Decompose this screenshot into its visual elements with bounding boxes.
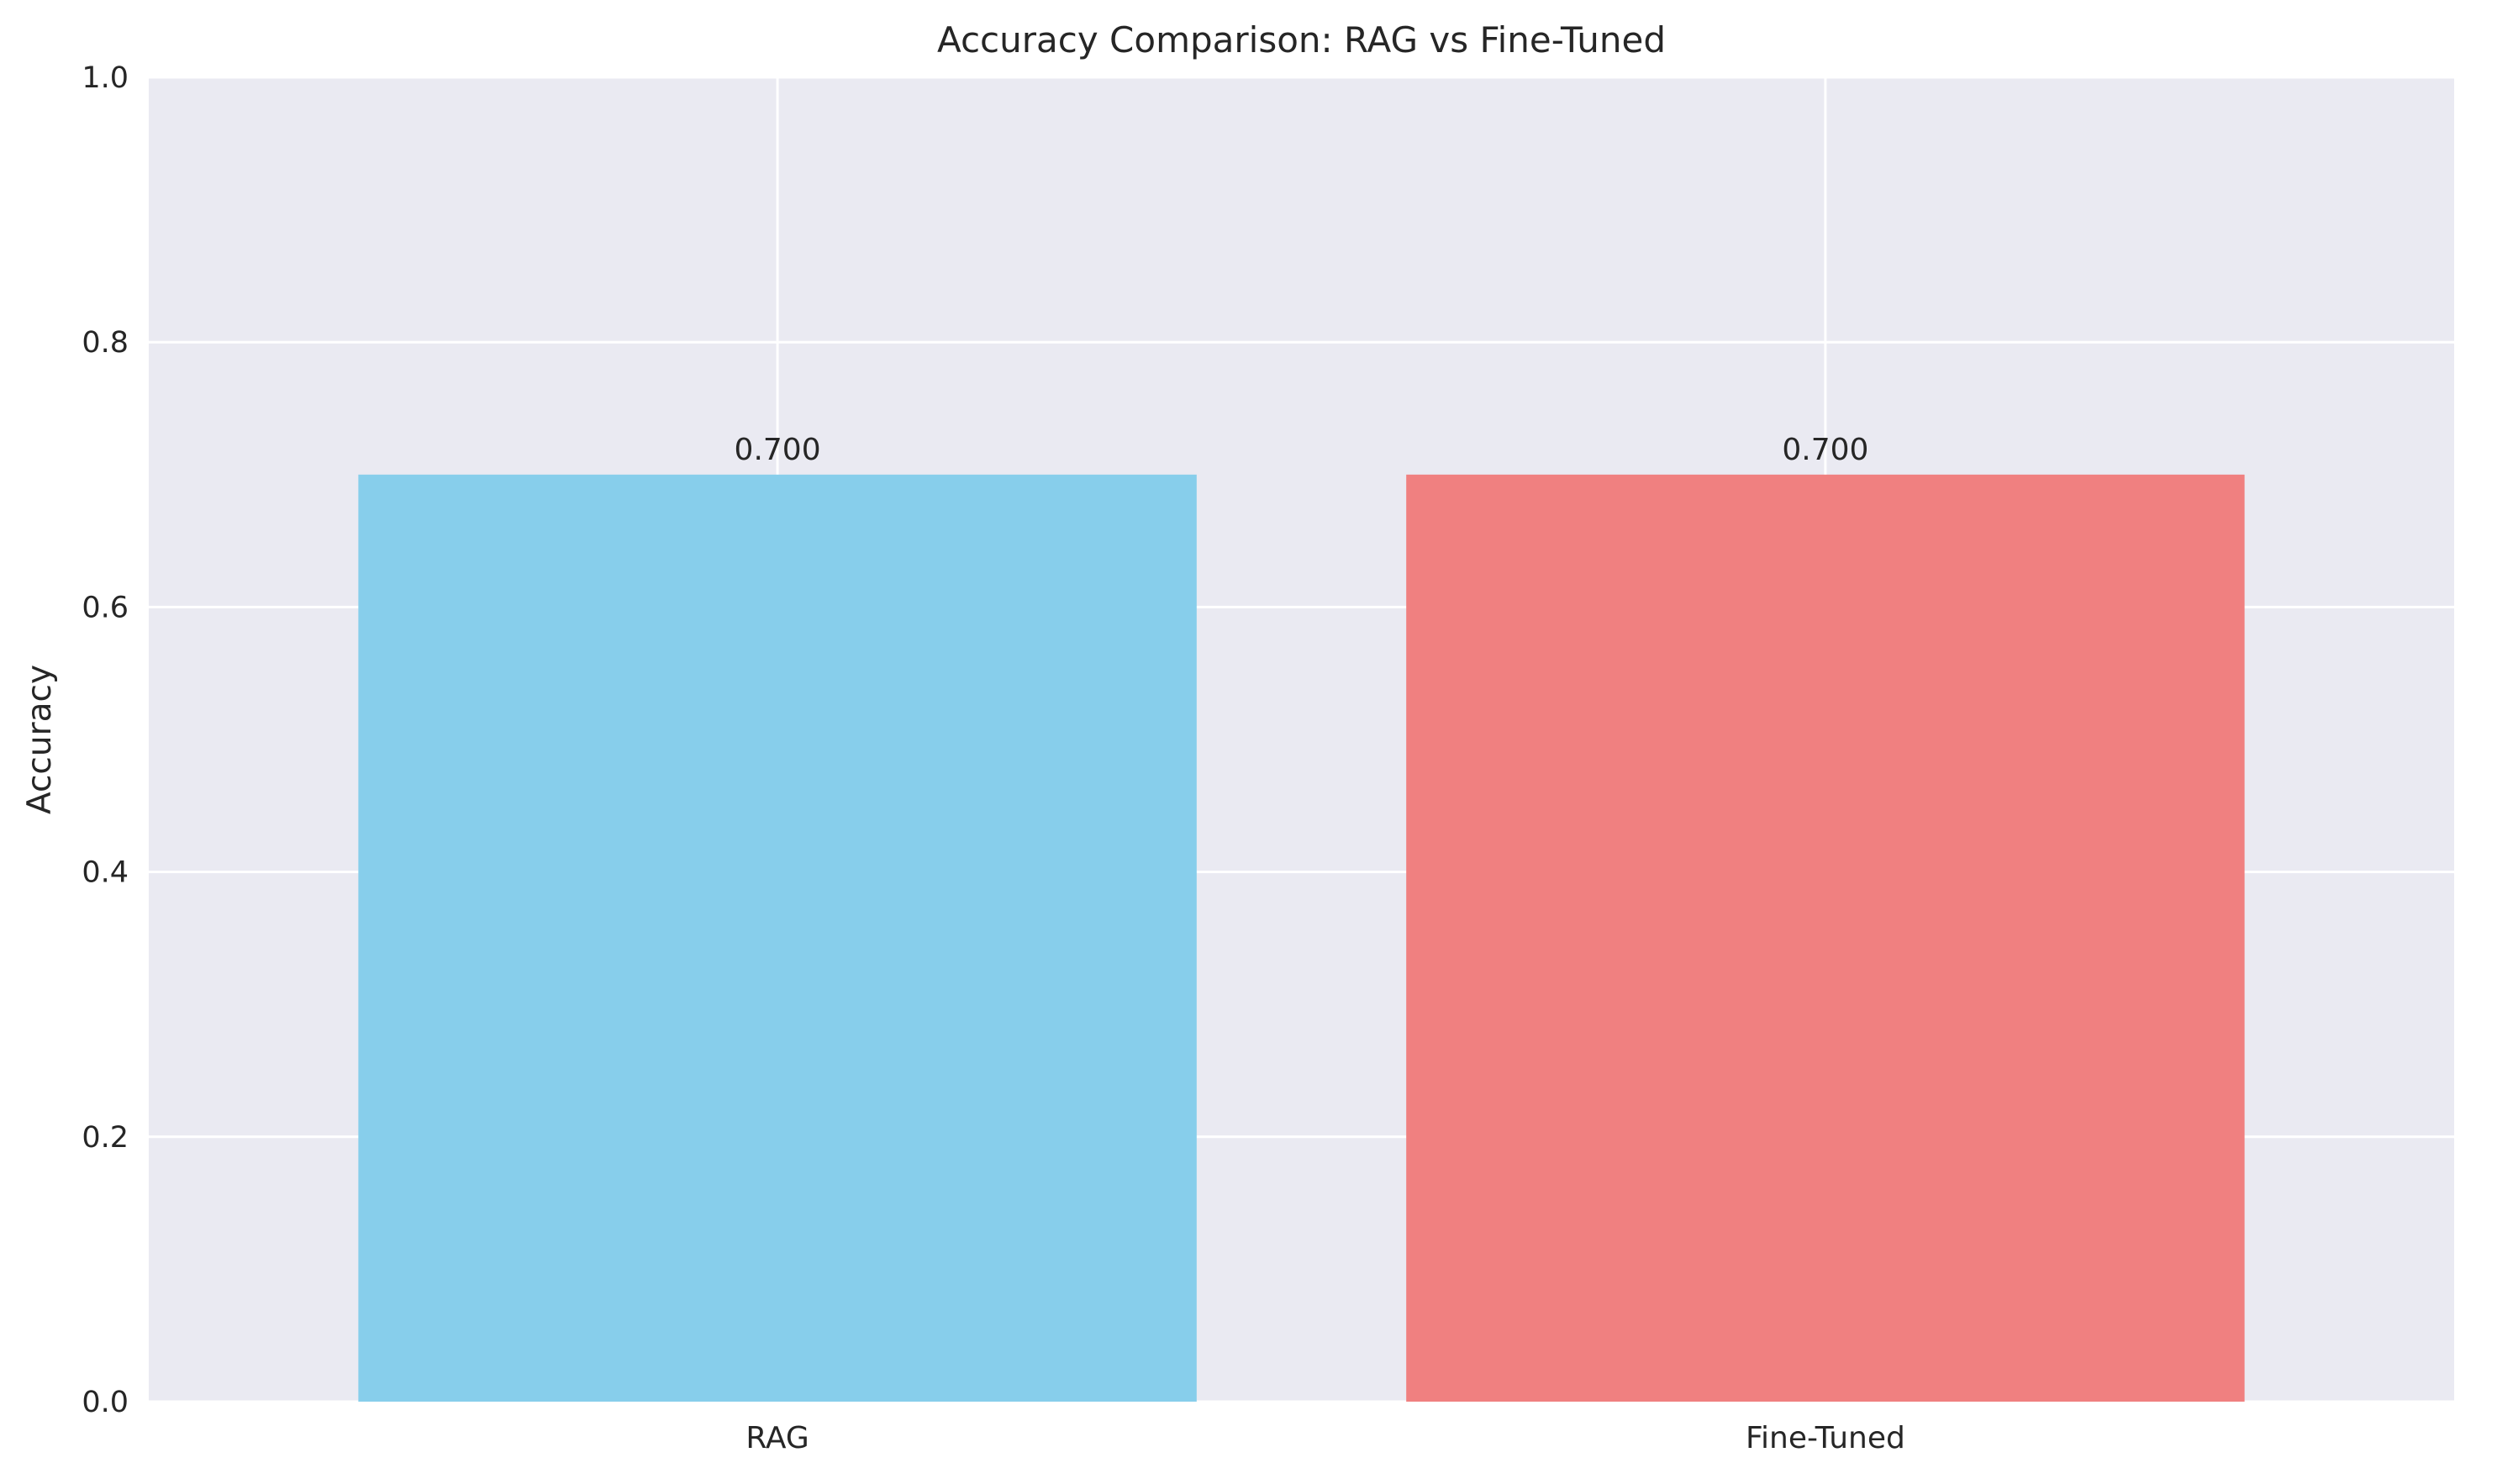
- x-axis-ticks: RAG Fine-Tuned: [745, 1421, 1904, 1455]
- bar-fine-tuned: [1406, 474, 2245, 1402]
- bars: [358, 474, 2245, 1402]
- y-tick-label: 0.4: [82, 856, 129, 890]
- bar-rag: [358, 474, 1197, 1402]
- y-axis-label: Accuracy: [21, 665, 59, 814]
- y-tick-label: 1.0: [82, 61, 129, 95]
- y-tick-label: 0.0: [82, 1386, 129, 1419]
- y-tick-label: 0.6: [82, 591, 129, 624]
- x-tick-label: Fine-Tuned: [1746, 1421, 1905, 1455]
- y-tick-label: 0.8: [82, 326, 129, 360]
- chart-title: Accuracy Comparison: RAG vs Fine-Tuned: [937, 19, 1666, 61]
- bar-value-label: 0.700: [735, 433, 821, 467]
- y-axis-ticks: 0.0 0.2 0.4 0.6 0.8 1.0: [82, 61, 129, 1419]
- bar-value-label: 0.700: [1782, 433, 1868, 467]
- value-labels: 0.700 0.700: [735, 433, 1869, 467]
- x-tick-label: RAG: [745, 1421, 809, 1455]
- y-tick-label: 0.2: [82, 1121, 129, 1155]
